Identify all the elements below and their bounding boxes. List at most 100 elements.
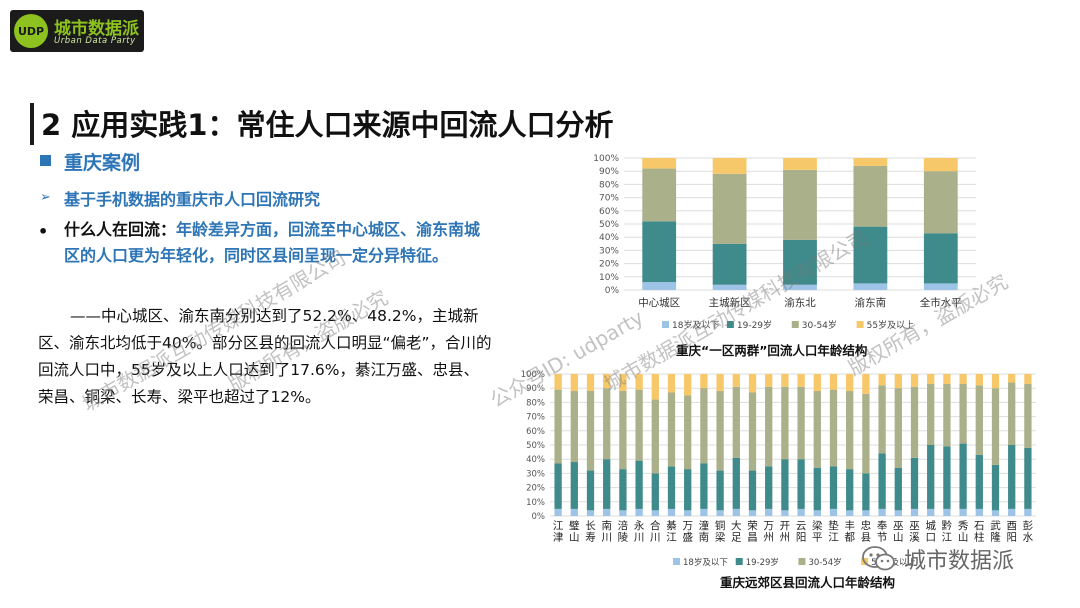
bar-segment xyxy=(748,470,757,511)
bar-segment xyxy=(862,473,870,511)
x-tick-label: 奉节 xyxy=(877,519,888,544)
legend-label: 30-54岁 xyxy=(808,557,841,568)
bar-segment xyxy=(910,508,919,516)
legend-label: 19-29岁 xyxy=(746,557,779,568)
y-tick-label: 90% xyxy=(599,167,619,177)
bar-segment xyxy=(619,510,627,516)
key-point-body: 年龄差异方面，回流至中心城区、渝东南城区的人口更为年轻化，同时区县间呈现一定分异… xyxy=(64,220,481,265)
bar-segment xyxy=(651,510,659,516)
bar-segment xyxy=(975,374,983,386)
x-tick-label: 全市水平 xyxy=(920,296,962,309)
bar-segment xyxy=(783,158,817,170)
legend-label: 18岁及以下 xyxy=(683,557,728,568)
x-tick-label: 大足 xyxy=(731,519,742,544)
bar-segment xyxy=(813,467,821,511)
bar-segment xyxy=(716,510,724,516)
x-tick-label: 云阳 xyxy=(796,520,807,544)
x-tick-label: 璧山 xyxy=(569,519,580,544)
x-tick-label: 万盛 xyxy=(682,520,693,544)
bar-segment xyxy=(813,374,821,392)
x-tick-label: 主城新区 xyxy=(709,296,751,309)
legend-swatch xyxy=(791,321,799,328)
x-tick-label: 酉阳 xyxy=(1006,520,1017,544)
legend-swatch xyxy=(726,321,734,328)
bar-segment xyxy=(910,374,919,387)
bar-segment xyxy=(570,391,578,463)
bar-segment xyxy=(732,386,740,458)
bar-segment xyxy=(570,462,578,509)
x-tick-label: 巫山 xyxy=(893,520,904,544)
y-tick-label: 90% xyxy=(526,384,545,394)
bar-segment xyxy=(853,158,888,166)
bar-segment xyxy=(619,391,627,470)
bar-segment xyxy=(586,374,595,392)
bar-segment xyxy=(846,469,854,511)
bar-segment xyxy=(927,374,935,384)
bar-segment xyxy=(894,388,902,468)
chart-region-age-structure: 0% 10% 20% 30% 40% 50% 60% 70% 80% 90% 100% 中心城区 主城新… xyxy=(593,154,976,331)
bar-segment xyxy=(684,469,692,511)
bar-segment xyxy=(635,389,643,461)
x-tick-label: 南川 xyxy=(601,519,612,544)
bar-segment xyxy=(700,463,708,509)
bar-segment xyxy=(748,392,757,471)
bar-segment xyxy=(586,391,595,471)
bar-segment xyxy=(829,389,838,467)
bar-segment xyxy=(927,508,935,516)
y-tick-label: 100% xyxy=(521,370,545,380)
legend-swatch xyxy=(662,321,669,328)
bar-segment xyxy=(554,463,562,509)
analysis-paragraph: ——中心城区、渝东南分别达到了52.2%、48.2%，主城新区、渝东北均低于40… xyxy=(38,307,492,406)
y-tick-label: 50% xyxy=(599,220,619,230)
bar-segment xyxy=(635,374,643,390)
bar-segment xyxy=(853,165,888,227)
y-tick-label: 10% xyxy=(526,498,545,508)
bar-segment xyxy=(923,158,958,172)
bar-segment xyxy=(991,374,1000,389)
bar-segment xyxy=(829,374,838,390)
dot-bullet-icon: • xyxy=(38,222,49,241)
bar-segment xyxy=(748,510,757,516)
x-tick-label: 丰都 xyxy=(844,519,855,544)
x-tick-label: 武隆 xyxy=(990,519,1001,544)
x-tick-label: 合川 xyxy=(650,519,661,544)
bar-segment xyxy=(797,459,805,509)
legend-label: 55岁及以上 xyxy=(867,319,914,331)
y-tick-label: 50% xyxy=(526,441,545,451)
bar-segment xyxy=(603,459,611,509)
x-tick-label: 潼南 xyxy=(699,519,710,544)
y-tick-label: 30% xyxy=(599,246,619,256)
legend-swatch xyxy=(673,558,680,565)
chart-title-county: 重庆远郊区县回流人口年龄结构 xyxy=(720,575,896,590)
bar-segment xyxy=(554,508,562,516)
legend-label: 18岁及以下 xyxy=(672,319,719,331)
bar-segment xyxy=(716,470,724,511)
research-heading: 基于手机数据的重庆市人口回流研究 xyxy=(64,190,321,209)
bar-segment xyxy=(853,226,888,284)
bar-segment xyxy=(894,374,902,389)
bar-segment xyxy=(635,508,643,516)
arrow-bullet-icon: ➢ xyxy=(40,190,51,205)
bar-segment xyxy=(781,459,789,511)
bar-segment xyxy=(894,467,902,511)
bar-segment xyxy=(732,508,740,516)
bar-segment xyxy=(712,284,747,290)
bar-segment xyxy=(797,386,805,460)
bar-segment xyxy=(910,386,919,458)
x-tick-label: 万州 xyxy=(763,520,774,544)
logo-badge-icon: UDP xyxy=(14,14,48,48)
bar-segment xyxy=(783,284,817,290)
y-tick-label: 30% xyxy=(526,469,545,479)
x-tick-label: 巫溪 xyxy=(909,520,920,544)
chart-county-age-structure: 0% 10% 20% 30% 40% 50% 60% 70% 80% 90% 100% 江津璧山长寿南… xyxy=(521,370,1036,568)
bar-segment xyxy=(813,510,821,516)
bar-segment xyxy=(878,508,886,516)
bar-segment xyxy=(923,283,958,290)
bar-segment xyxy=(586,510,595,516)
bar-segment xyxy=(667,508,676,516)
title-accent-bar xyxy=(30,103,34,145)
bar-segment xyxy=(1024,508,1032,516)
bar-segment xyxy=(975,454,983,509)
y-tick-label: 0% xyxy=(532,512,546,522)
bar-segment xyxy=(642,158,677,169)
